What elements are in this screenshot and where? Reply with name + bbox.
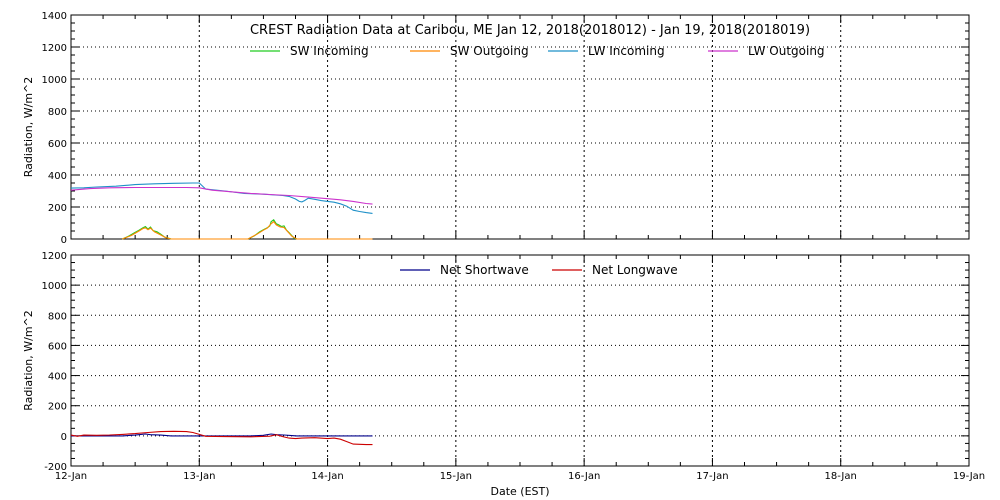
y-tick-label: 0 bbox=[61, 235, 67, 246]
chart-panel-2: -200 0 200 400 600 800 1000 1200 Radiation, W/m^… bbox=[22, 251, 985, 498]
chart-title: CREST Radiation Data at Caribou, ME Jan … bbox=[250, 23, 810, 38]
y-axis-label: Radiation, W/m^2 bbox=[22, 77, 35, 178]
series-line-sw-outgoing bbox=[122, 220, 373, 240]
legend-entry: Net Longwave bbox=[592, 263, 678, 277]
y-tick-label: 0 bbox=[61, 432, 67, 443]
y-axis-label: Radiation, W/m^2 bbox=[22, 310, 35, 411]
chart-panel-1: 0 200 400 600 800 1000 1200 1400 Radiation, W/m^… bbox=[22, 11, 970, 246]
y-tick-label: 1000 bbox=[42, 281, 67, 292]
x-tick-label: 18-Jan bbox=[825, 471, 857, 482]
legend-entry: Net Shortwave bbox=[440, 263, 529, 277]
y-tick-label: 200 bbox=[48, 203, 67, 214]
x-axis-label: Date (EST) bbox=[490, 485, 549, 498]
legend-entry: SW Outgoing bbox=[450, 44, 529, 58]
y-tick-label: -200 bbox=[44, 462, 67, 473]
x-tick-label: 12-Jan bbox=[55, 471, 87, 482]
legend-entry: LW Outgoing bbox=[748, 44, 825, 58]
y-tick-label: 800 bbox=[48, 311, 67, 322]
y-tick-label: 1000 bbox=[42, 75, 67, 86]
y-tick-label: 1200 bbox=[42, 251, 67, 262]
series-line-lw-incoming bbox=[70, 182, 373, 214]
y-tick-label: 400 bbox=[48, 372, 67, 383]
series-line-lw-outgoing bbox=[70, 186, 373, 205]
y-tick-label: 600 bbox=[48, 139, 67, 150]
legend-entry: SW Incoming bbox=[290, 44, 369, 58]
x-tick-label: 15-Jan bbox=[440, 471, 472, 482]
y-tick-label: 1400 bbox=[42, 11, 67, 22]
series-line-net-longwave bbox=[70, 430, 373, 446]
x-tick-label: 14-Jan bbox=[311, 471, 343, 482]
y-tick-label: 600 bbox=[48, 341, 67, 352]
y-tick-label: 1200 bbox=[42, 43, 67, 54]
series-line-net-shortwave bbox=[71, 433, 373, 437]
x-tick-label: 13-Jan bbox=[183, 471, 215, 482]
x-tick-label: 19-Jan bbox=[953, 471, 985, 482]
y-tick-label: 800 bbox=[48, 107, 67, 118]
x-tick-label: 16-Jan bbox=[568, 471, 600, 482]
plot-frame bbox=[70, 254, 970, 467]
y-tick-label: 200 bbox=[48, 402, 67, 413]
x-tick-label: 17-Jan bbox=[696, 471, 728, 482]
legend-entry: LW Incoming bbox=[588, 44, 665, 58]
y-tick-label: 400 bbox=[48, 171, 67, 182]
